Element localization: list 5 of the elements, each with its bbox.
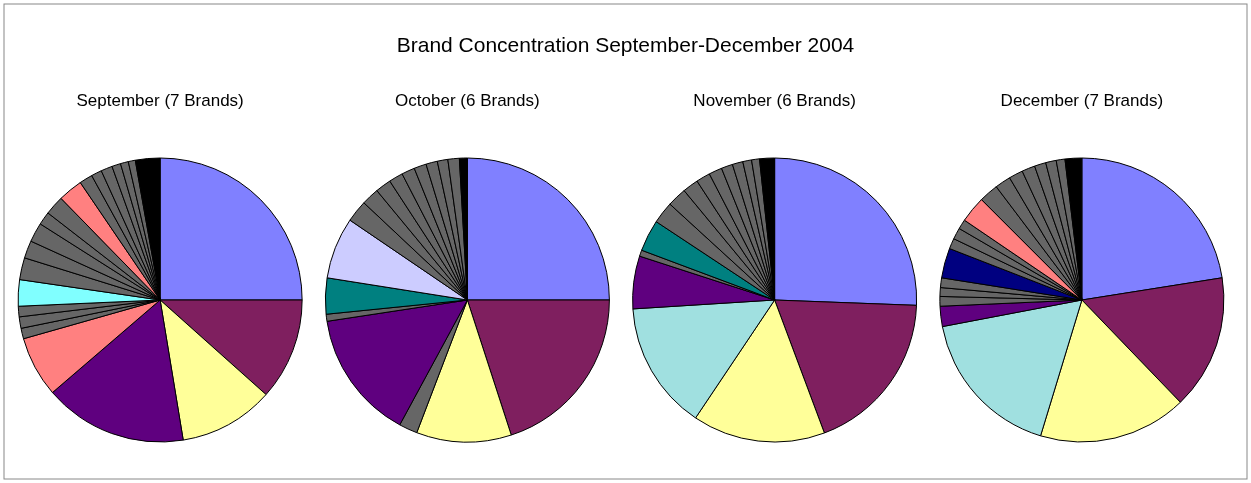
chart-title: October (6 Brands) [395, 91, 540, 110]
chart-title: September (7 Brands) [76, 91, 244, 110]
chart-title: November (6 Brands) [693, 91, 856, 110]
text: Brand Concentration September-December 2004 [396, 33, 855, 56]
chart-title: December (7 Brands) [1000, 91, 1164, 110]
